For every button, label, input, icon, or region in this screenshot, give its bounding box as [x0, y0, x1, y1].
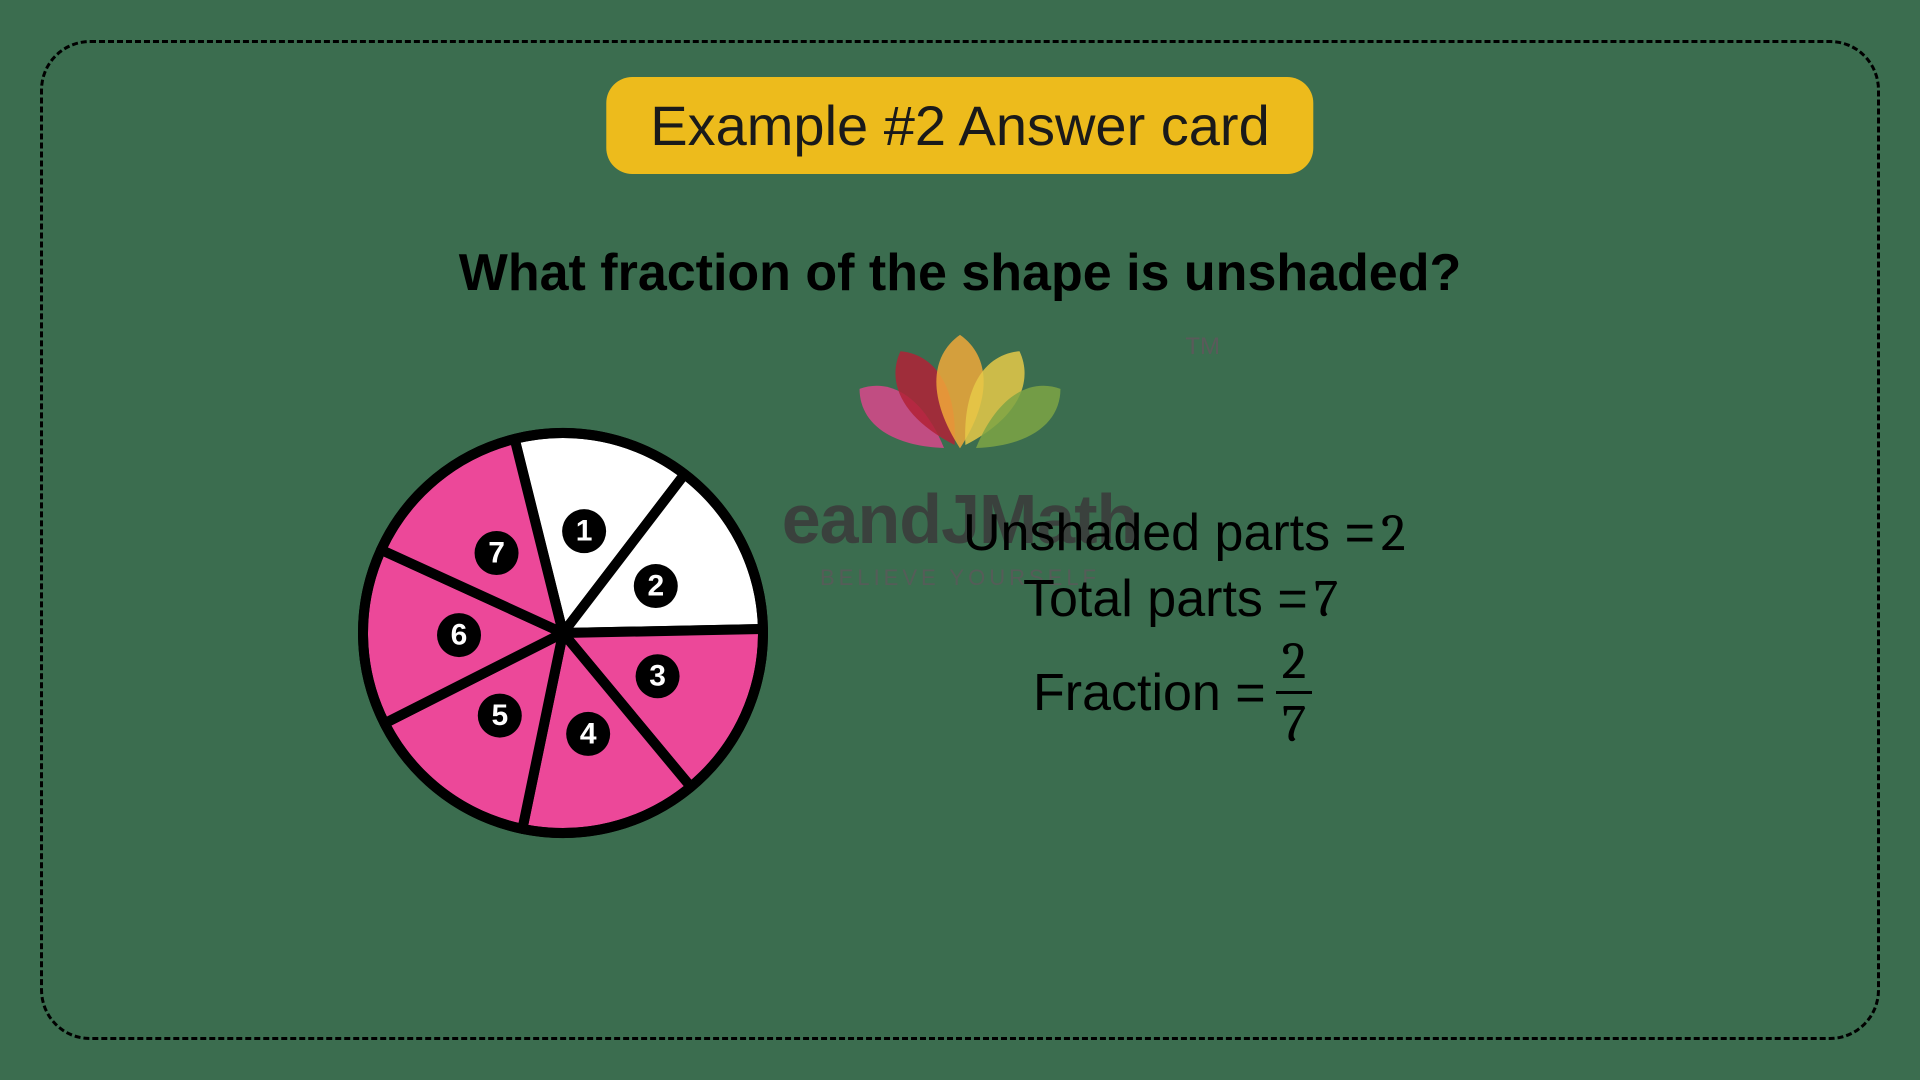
pie-label-5: 5 [478, 694, 522, 738]
pie-label-7: 7 [475, 531, 519, 575]
pie-label-3: 3 [636, 654, 680, 698]
total-parts-value: 7 [1314, 569, 1338, 629]
total-parts-label: Total parts = [1023, 569, 1308, 629]
svg-text:4: 4 [580, 717, 597, 750]
unshaded-parts-value: 2 [1381, 503, 1406, 563]
lotus-petal-1 [847, 371, 956, 465]
pie-label-1: 1 [562, 509, 606, 553]
lotus-petal-4 [946, 340, 1039, 456]
question-text: What fraction of the shape is unshaded? [459, 243, 1462, 303]
lotus-icon [830, 333, 1090, 483]
tm-symbol: TM [1185, 333, 1220, 361]
pie-label-2: 2 [634, 564, 678, 608]
fraction-pie-chart: 1 2 3 4 5 6 7 [353, 423, 773, 843]
svg-text:6: 6 [451, 619, 468, 652]
lotus-petal-3 [936, 335, 983, 448]
unshaded-parts-label: Unshaded parts = [963, 503, 1375, 563]
answer-block: Unshaded parts = 2 Total parts = 7 Fract… [963, 503, 1405, 756]
pie-label-6: 6 [437, 613, 481, 657]
svg-text:5: 5 [491, 699, 508, 732]
fraction-denominator: 7 [1276, 691, 1312, 750]
svg-text:2: 2 [647, 570, 664, 603]
pie-svg: 1 2 3 4 5 6 7 [353, 423, 773, 843]
pie-label-4: 4 [566, 712, 610, 756]
answer-line-1: Unshaded parts = 2 [963, 503, 1405, 563]
card-title-pill: Example #2 Answer card [606, 77, 1313, 174]
answer-card: Example #2 Answer card What fraction of … [40, 40, 1880, 1040]
lotus-petal-2 [881, 340, 974, 456]
card-title: Example #2 Answer card [650, 94, 1269, 157]
svg-text:7: 7 [488, 536, 505, 569]
svg-text:3: 3 [649, 660, 666, 693]
fraction-value: 2 7 [1276, 635, 1313, 750]
svg-text:1: 1 [576, 515, 593, 548]
fraction-label: Fraction = [1033, 663, 1266, 723]
answer-line-3: Fraction = 2 7 [963, 635, 1405, 750]
lotus-petal-5 [964, 371, 1073, 465]
answer-line-2: Total parts = 7 [963, 569, 1405, 629]
fraction-numerator: 2 [1276, 635, 1313, 691]
